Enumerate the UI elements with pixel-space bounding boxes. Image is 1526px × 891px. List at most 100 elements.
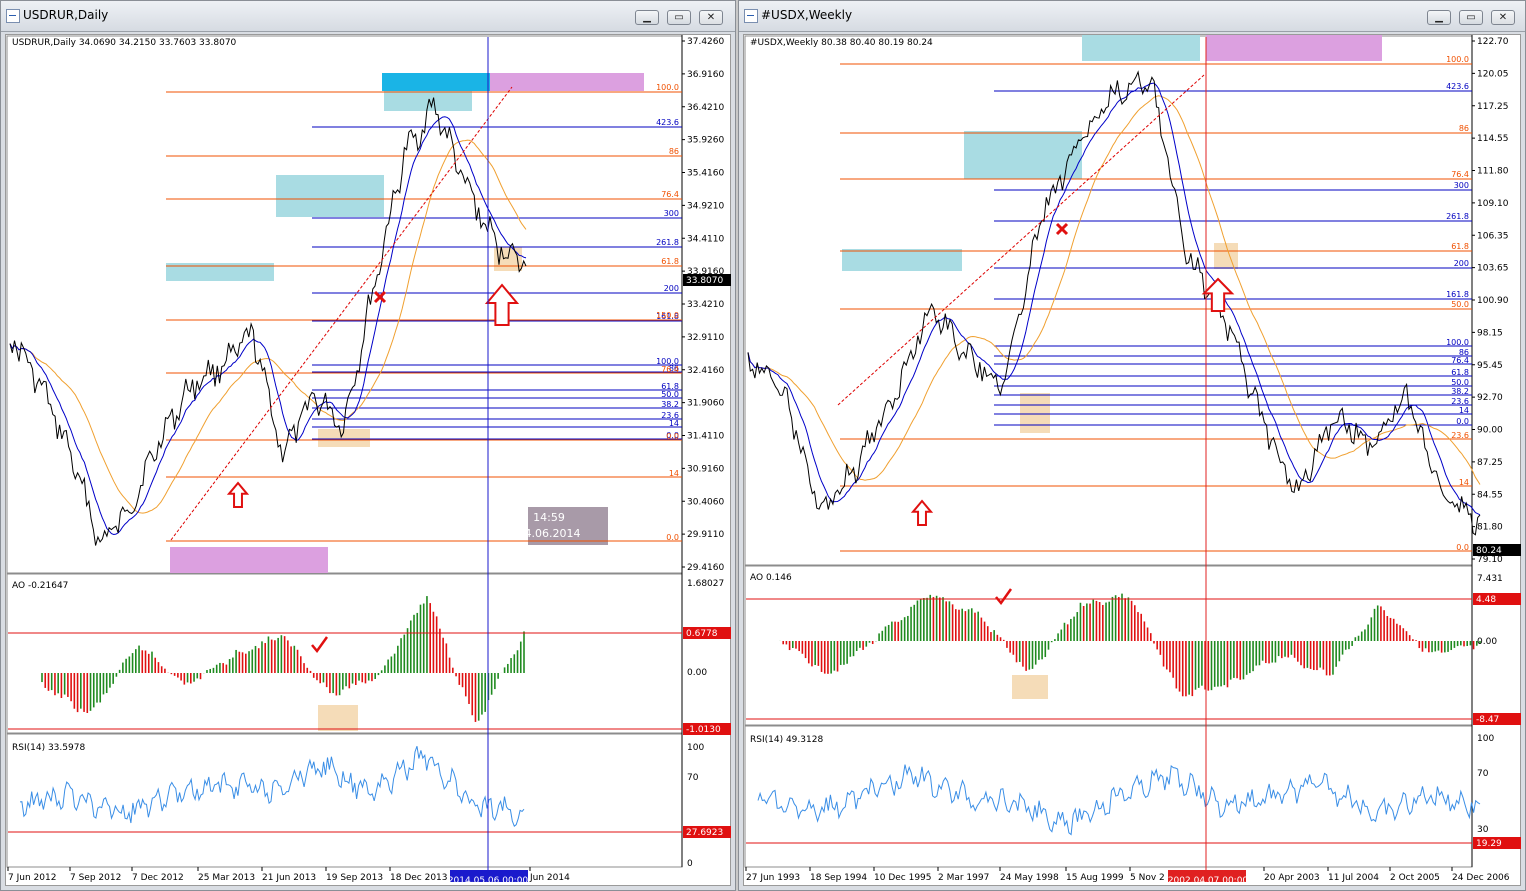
fib-level-label: 161.8 (1446, 290, 1469, 299)
rsi-level-tag (1473, 837, 1521, 849)
price-axis-label: 81.80 (1477, 523, 1503, 533)
left-clock-time: 14:59 (533, 511, 565, 524)
price-axis-label: 34.4110 (687, 234, 724, 244)
fib-level-label: 50.0 (1451, 378, 1469, 387)
price-axis-label: 95.45 (1477, 361, 1503, 371)
price-axis-label: 79.10 (1477, 555, 1503, 565)
ao-level-tag (683, 723, 731, 735)
fib-level-label: 76.4 (661, 365, 679, 374)
price-axis-label: 33.9160 (687, 267, 724, 277)
zone-box (1082, 35, 1200, 61)
fib-level-label: 61.8 (1451, 368, 1469, 377)
zone-box (318, 429, 370, 447)
zone-box (318, 705, 358, 731)
ao-axis-label: 1.68027 (687, 579, 724, 589)
fib-level-label: 300 (1454, 181, 1469, 190)
fib-level-label: 61.8 (661, 382, 679, 391)
rsi-axis-label: 19.29 (1476, 839, 1502, 849)
fib-level-label: 86 (1459, 124, 1469, 133)
left-chart-canvas[interactable]: USDRUR,Daily 34.0690 34.2150 33.7603 33.… (6, 35, 732, 887)
zone-box (964, 131, 1082, 179)
rsi-axis-label: 70 (687, 773, 699, 783)
price-axis-label: 32.9110 (687, 333, 724, 343)
zone-box (842, 249, 962, 271)
right-window-titlebar[interactable]: #USDX,Weekly ▁ ▭ ✕ (739, 1, 1525, 32)
fib-level-label: 0.0 (666, 533, 679, 542)
time-axis-label: 18 Dec 2013 (390, 873, 448, 883)
fib-level-label: 14 (1459, 406, 1469, 415)
fib-level-label: 0.0 (666, 431, 679, 440)
fib-level-label: 76.4 (1451, 170, 1469, 179)
price-axis-label: 92.70 (1477, 393, 1503, 403)
rsi-axis-label: 100 (1477, 734, 1494, 744)
ao-level-tag (683, 627, 731, 639)
ao-level-tag (1473, 713, 1521, 725)
zone-box (276, 175, 384, 217)
close-button[interactable]: ✕ (1491, 10, 1515, 25)
price-axis-label: 36.4210 (687, 103, 724, 113)
maximize-button[interactable]: ▭ (667, 10, 691, 25)
time-axis-label: 11 Jul 2004 (1328, 873, 1379, 883)
ao-axis-label: 7.431 (1477, 574, 1503, 584)
rsi-axis-label: 30 (1477, 825, 1489, 835)
time-axis-label: 7 Dec 2012 (132, 873, 184, 883)
fib-level-label: 86 (669, 147, 679, 156)
price-axis-label: 37.4260 (687, 37, 724, 47)
price-axis-label: 33.4210 (687, 300, 724, 310)
fib-level-label: 76.4 (661, 190, 679, 199)
left-chart-window[interactable]: USDRUR,Daily ▁ ▭ ✕ USDRUR,Daily 34.0690 … (0, 0, 736, 891)
price-axis-label: 109.10 (1477, 199, 1509, 209)
time-axis-label: 25 Mar 2013 (198, 873, 255, 883)
up-arrow-marker (910, 499, 934, 526)
close-button[interactable]: ✕ (699, 10, 723, 25)
price-axis-label: 103.65 (1477, 264, 1509, 274)
time-axis-label: 27 Jun 1993 (746, 873, 800, 883)
right-chart-window[interactable]: #USDX,Weekly ▁ ▭ ✕ #USDX,Weekly 80.38 80… (738, 0, 1526, 891)
zone-box (384, 91, 472, 111)
minimize-button[interactable]: ▁ (635, 10, 659, 25)
current-price-value: 33.8070 (686, 276, 723, 286)
price-axis-label: 87.25 (1477, 458, 1503, 468)
fib-level-label: 423.6 (656, 118, 679, 127)
trend-line (170, 86, 513, 541)
time-axis-label: 2 Oct 2005 (1390, 873, 1440, 883)
fib-level-label: 76.4 (1451, 356, 1469, 365)
minimize-button[interactable]: ▁ (1427, 10, 1451, 25)
left-window-titlebar[interactable]: USDRUR,Daily ▁ ▭ ✕ (1, 1, 735, 32)
fib-level-label: 14 (669, 419, 679, 428)
time-axis-label: Jun 2014 (529, 873, 570, 883)
price-axis-label: 29.9110 (687, 530, 724, 540)
ao-axis-label: 0.6778 (686, 629, 718, 639)
rsi-level-tag (683, 826, 731, 838)
slow-moving-average (9, 139, 527, 514)
maximize-button[interactable]: ▭ (1459, 10, 1483, 25)
left-cursor-time: 2014.05.06 00:00 (448, 876, 529, 886)
time-axis-label: 20 Apr 2003 (1264, 873, 1320, 883)
up-arrow-marker (484, 283, 520, 326)
fib-level-label: 100.0 (656, 83, 679, 92)
left-clock-date: 24.06.2014 (518, 527, 581, 540)
right-chart-area[interactable]: #USDX,Weekly 80.38 80.40 80.19 80.24 AO … (743, 34, 1521, 886)
price-axis-label: 30.9160 (687, 464, 724, 474)
price-axis-label: 34.9210 (687, 201, 724, 211)
ao-axis-label: -8.47 (1476, 715, 1499, 725)
fib-level-label: 23.6 (1451, 431, 1469, 440)
fib-level-label: 200 (664, 284, 679, 293)
right-chart-canvas[interactable]: #USDX,Weekly 80.38 80.40 80.19 80.24 AO … (744, 35, 1522, 887)
fib-level-label: 38.2 (661, 400, 679, 409)
fib-level-label: 38.2 (1451, 387, 1469, 396)
cross-marker (373, 290, 387, 304)
price-axis-label: 35.4160 (687, 169, 724, 179)
fib-level-label: 23.6 (1451, 397, 1469, 406)
fib-level-label: 14 (1459, 478, 1469, 487)
zone-box (1012, 675, 1048, 699)
time-axis-label: 2 Mar 1997 (938, 873, 989, 883)
fib-level-label: 23.6 (661, 411, 679, 420)
rsi-pane-frame (6, 733, 683, 868)
left-rsi-label: RSI(14) 33.5978 (12, 743, 85, 753)
ao-level-tag (1473, 593, 1521, 605)
left-chart-area[interactable]: USDRUR,Daily 34.0690 34.2150 33.7603 33.… (5, 34, 731, 886)
right-cursor-time: 2002.04.07 00:00 (1168, 876, 1249, 886)
ao-axis-label: 0.00 (1477, 637, 1497, 647)
price-axis-label: 111.80 (1477, 167, 1509, 177)
